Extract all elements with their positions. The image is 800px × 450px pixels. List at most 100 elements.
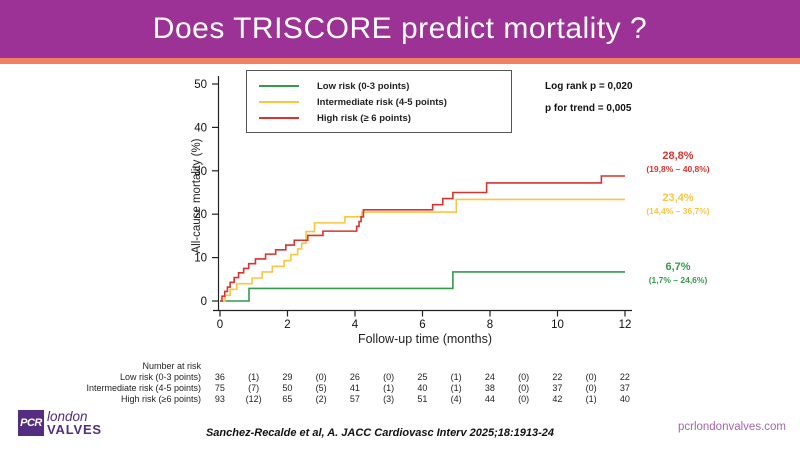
risk-count-cell: 40 — [619, 394, 630, 404]
risk-count-cell: 37 — [619, 383, 630, 393]
x-tick-label: 0 — [217, 319, 223, 331]
legend-label: High risk (≥ 6 points) — [317, 112, 411, 124]
x-axis-title: Follow-up time (months) — [357, 332, 493, 346]
survival-curve-0 — [220, 271, 625, 302]
risk-count-cell: 51 — [417, 394, 428, 404]
risk-row-label: Low risk (0-3 points) — [119, 372, 201, 382]
y-axis-title: All-cause mortality (%) — [191, 138, 203, 254]
high-risk-line-swatch — [259, 117, 299, 119]
risk-count-cell: (1) — [450, 372, 462, 382]
low-risk-line-swatch — [259, 85, 299, 87]
risk-count-cell: (0) — [518, 383, 530, 393]
intermediate-risk-endpoint-label: 23,4% (14,4% – 36,7%) — [626, 192, 730, 217]
risk-count-cell: 24 — [484, 372, 495, 382]
logo-london-text: london — [47, 409, 88, 424]
website-link[interactable]: pcrlondonvalves.com — [677, 421, 786, 433]
risk-row-values: 75 (7) 50 (5) 41 (1) 40 (1) 38 (0) 37 (0) 37 — [203, 383, 642, 394]
low-risk-confidence-interval: (1,7% – 24,6%) — [648, 275, 708, 285]
low-risk-mortality-value: 6,7% — [665, 261, 691, 273]
risk-count-cell: (12) — [245, 394, 262, 404]
risk-count-cell: 44 — [484, 394, 495, 404]
logo-wordmark: london VALVES — [47, 410, 102, 436]
high-risk-mortality-value: 28,8% — [662, 150, 694, 162]
risk-count-cell: (0) — [383, 372, 395, 382]
risk-count-cell: (0) — [585, 372, 597, 382]
risk-count-cell: (2) — [315, 394, 327, 404]
low-risk-endpoint-label: 6,7% (1,7% – 24,6%) — [626, 261, 730, 286]
pcr-logo-icon: PCR — [18, 410, 44, 436]
legend-label: Intermediate risk (4-5 points) — [317, 96, 447, 108]
legend-item-high-risk: High risk (≥ 6 points) — [259, 110, 501, 126]
risk-count-cell: (3) — [383, 394, 395, 404]
risk-count-cell: 22 — [619, 372, 630, 382]
page-title: Does TRISCORE predict mortality ? — [152, 12, 648, 45]
risk-count-cell: 40 — [417, 383, 428, 393]
x-tick-label: 6 — [419, 319, 425, 331]
risk-count-cell: (1) — [450, 383, 462, 393]
risk-count-cell: 50 — [282, 383, 293, 393]
risk-count-cell: 29 — [282, 372, 293, 382]
risk-count-cell: 37 — [552, 383, 563, 393]
risk-row-label: Intermediate risk (4-5 points) — [86, 383, 201, 393]
risk-count-cell: 57 — [349, 394, 360, 404]
x-tick-label: 10 — [551, 319, 564, 331]
risk-count-cell: (5) — [315, 383, 327, 393]
table-row: Low risk (0-3 points) 36 (1) 29 (0) 26 (0) 25 (… — [8, 372, 658, 383]
risk-count-cell: 75 — [214, 383, 225, 393]
risk-count-cell: 65 — [282, 394, 293, 404]
survival-curve-1 — [220, 198, 625, 302]
y-tick-label: 20 — [194, 209, 207, 221]
risk-count-cell: 26 — [349, 372, 360, 382]
y-tick-label: 0 — [201, 296, 207, 308]
risk-count-cell: 22 — [552, 372, 563, 382]
risk-row-values: 36 (1) 29 (0) 26 (0) 25 (1) 24 (0) 22 (0) 22 — [203, 372, 642, 383]
intermediate-risk-line-swatch — [259, 101, 299, 103]
pcr-london-valves-logo: PCR london VALVES — [18, 410, 102, 436]
table-row: High risk (≥6 points) 93 (12) 65 (2) 57 (3) 51… — [8, 394, 658, 405]
legend-item-intermediate-risk: Intermediate risk (4-5 points) — [259, 94, 501, 110]
table-row: Intermediate risk (4-5 points) 75 (7) 50 (5… — [8, 383, 658, 394]
intermediate-risk-confidence-interval: (14,4% – 36,7%) — [646, 206, 710, 216]
intermediate-risk-mortality-value: 23,4% — [662, 192, 694, 204]
risk-count-cell: 93 — [214, 394, 225, 404]
number-at-risk-table: Number at risk Low risk (0-3 points) 36 (… — [8, 361, 658, 405]
log-rank-p-value: Log rank p = 0,020 — [545, 81, 633, 92]
risk-count-cell: 41 — [349, 383, 360, 393]
chart-legend: Low risk (0-3 points) Intermediate risk … — [246, 70, 512, 133]
risk-count-cell: (1) — [383, 383, 395, 393]
y-tick-label: 50 — [194, 79, 207, 91]
survival-curve-2 — [220, 175, 625, 302]
y-tick-label: 30 — [194, 166, 207, 178]
risk-count-cell: 42 — [552, 394, 563, 404]
risk-count-cell: (0) — [518, 394, 530, 404]
risk-count-cell: (1) — [248, 372, 260, 382]
risk-count-cell: 25 — [417, 372, 428, 382]
x-tick-label: 12 — [619, 319, 632, 331]
risk-count-cell: (1) — [585, 394, 597, 404]
risk-count-cell: 36 — [214, 372, 225, 382]
risk-count-cell: (0) — [518, 372, 530, 382]
y-tick-label: 40 — [194, 122, 207, 134]
legend-item-low-risk: Low risk (0-3 points) — [259, 78, 501, 94]
risk-count-cell: 38 — [484, 383, 495, 393]
logo-valves-text: VALVES — [47, 422, 102, 437]
legend-label: Low risk (0-3 points) — [317, 80, 410, 92]
high-risk-confidence-interval: (19,8% – 40,8%) — [646, 164, 710, 174]
statistics-block: Log rank p = 0,020 p for trend = 0,005 — [545, 76, 633, 120]
x-tick-label: 2 — [284, 319, 290, 331]
risk-row-values: 93 (12) 65 (2) 57 (3) 51 (4) 44 (0) 42 (1) 40 — [203, 394, 642, 405]
x-tick-label: 8 — [487, 319, 493, 331]
p-for-trend-value: p for trend = 0,005 — [545, 103, 632, 114]
risk-row-label: High risk (≥6 points) — [121, 394, 201, 404]
high-risk-endpoint-label: 28,8% (19,8% – 40,8%) — [626, 150, 730, 175]
risk-table-header: Number at risk — [142, 361, 201, 371]
x-tick-label: 4 — [352, 319, 359, 331]
y-tick-label: 10 — [194, 253, 207, 265]
risk-count-cell: (4) — [450, 394, 462, 404]
header-accent-strip — [0, 58, 800, 64]
risk-count-cell: (0) — [315, 372, 327, 382]
header-bar: Does TRISCORE predict mortality ? — [0, 0, 800, 58]
risk-count-cell: (7) — [248, 383, 260, 393]
